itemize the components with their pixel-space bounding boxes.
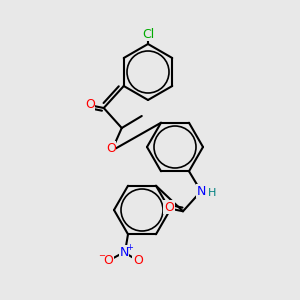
Text: −: − [98,251,106,260]
Text: +: + [127,243,134,252]
Text: H: H [208,188,216,198]
Text: N: N [119,246,129,259]
Text: O: O [85,98,95,112]
Text: O: O [103,254,113,267]
Text: Cl: Cl [142,28,154,40]
Text: N: N [196,185,206,198]
Text: O: O [133,254,143,267]
Text: O: O [106,142,116,154]
Text: O: O [164,201,174,214]
